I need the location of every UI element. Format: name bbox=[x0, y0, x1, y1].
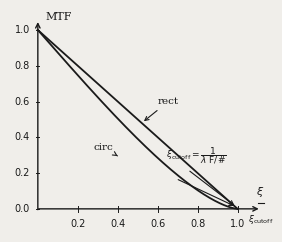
Text: rect: rect bbox=[145, 97, 179, 121]
Text: 0.4: 0.4 bbox=[15, 132, 30, 142]
Text: $\xi$: $\xi$ bbox=[256, 185, 265, 199]
Text: 0.2: 0.2 bbox=[70, 219, 85, 229]
Text: 0.4: 0.4 bbox=[110, 219, 125, 229]
Text: 0.6: 0.6 bbox=[15, 97, 30, 106]
Text: 0.8: 0.8 bbox=[15, 61, 30, 71]
Text: 1.0: 1.0 bbox=[230, 219, 245, 229]
Text: circ: circ bbox=[94, 143, 118, 156]
Text: 0.2: 0.2 bbox=[14, 168, 30, 178]
Text: $\xi_\mathrm{cutoff} = \dfrac{1}{\lambda\ \mathrm{F/\#}}$: $\xi_\mathrm{cutoff} = \dfrac{1}{\lambda… bbox=[166, 145, 226, 166]
Text: 0.0: 0.0 bbox=[15, 204, 30, 214]
Text: $\xi_\mathrm{cutoff}$: $\xi_\mathrm{cutoff}$ bbox=[248, 213, 273, 226]
Text: 0.8: 0.8 bbox=[190, 219, 205, 229]
Text: 0.6: 0.6 bbox=[150, 219, 165, 229]
Text: MTF: MTF bbox=[46, 13, 72, 23]
Text: 1.0: 1.0 bbox=[15, 25, 30, 35]
